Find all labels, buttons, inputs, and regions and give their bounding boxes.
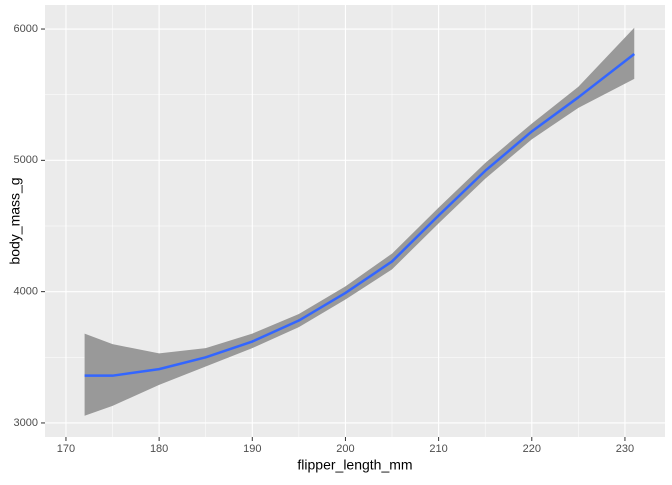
x-tick-label: 170 xyxy=(57,443,75,455)
y-axis-title: body_mass_g xyxy=(7,177,23,264)
y-tick-label: 6000 xyxy=(14,23,38,35)
x-tick-label: 220 xyxy=(523,443,541,455)
x-tick-label: 180 xyxy=(150,443,168,455)
smooth-line xyxy=(84,52,636,377)
y-tick-label: 4000 xyxy=(14,286,38,298)
x-tick-label: 230 xyxy=(616,443,634,455)
y-tick-label: 5000 xyxy=(14,154,38,166)
x-tick-label: 210 xyxy=(429,443,447,455)
marks xyxy=(84,27,636,416)
x-tick-label: 200 xyxy=(336,443,354,455)
x-tick-label: 190 xyxy=(243,443,261,455)
confidence-band xyxy=(84,27,635,416)
x-axis-title: flipper_length_mm xyxy=(297,457,412,473)
y-tick-label: 3000 xyxy=(14,417,38,429)
